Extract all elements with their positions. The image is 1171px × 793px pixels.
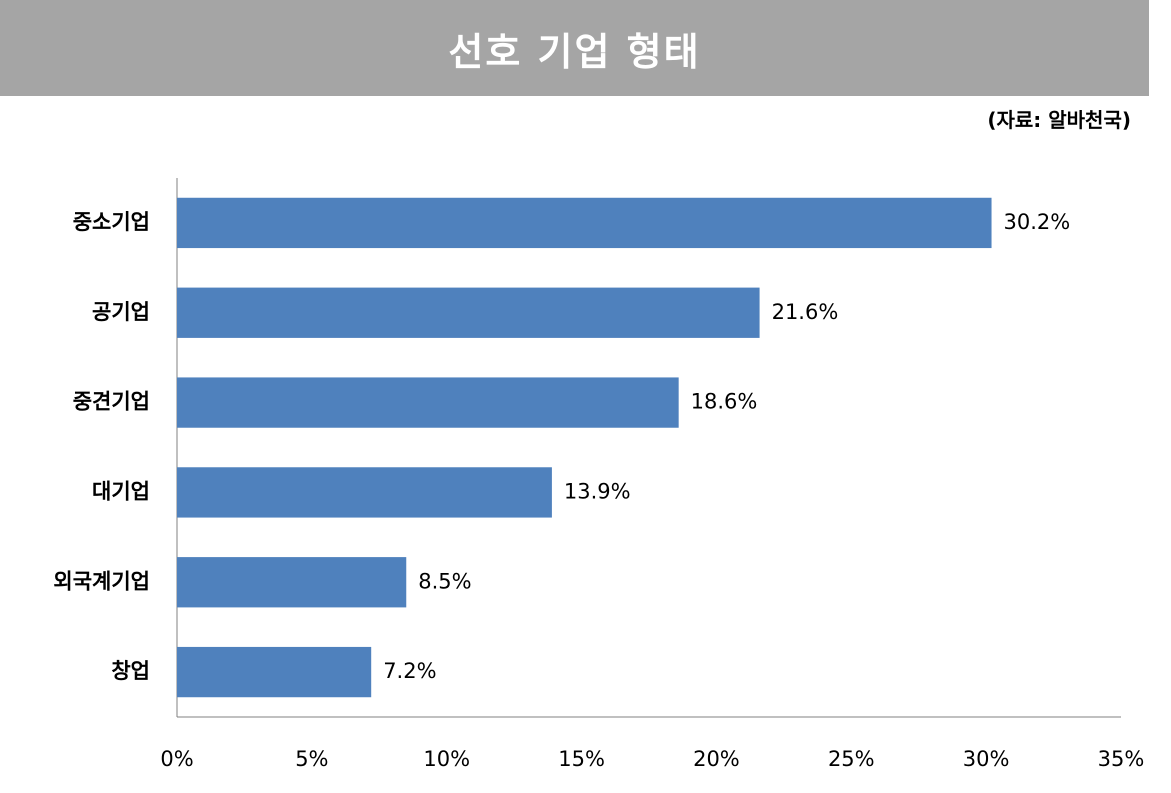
title-bar: 선호 기업 형태 xyxy=(0,0,1149,96)
bar-0 xyxy=(177,197,992,249)
value-label-5: 7.2% xyxy=(383,659,436,683)
category-label-4: 외국계기업 xyxy=(53,569,150,593)
category-label-5: 창업 xyxy=(111,659,150,683)
category-label-1: 공기업 xyxy=(92,300,150,324)
value-label-3: 13.9% xyxy=(564,479,631,503)
x-tick-label-3: 15% xyxy=(558,747,605,771)
bar-5 xyxy=(177,646,372,698)
x-tick-label-4: 20% xyxy=(693,747,740,771)
category-label-3: 대기업 xyxy=(92,479,150,503)
x-tick-label-2: 10% xyxy=(423,747,470,771)
x-tick-label-5: 25% xyxy=(828,747,875,771)
bar-1 xyxy=(177,287,760,338)
value-label-0: 30.2% xyxy=(1004,210,1071,234)
x-tick-label-6: 30% xyxy=(963,747,1010,771)
x-tick-label-7: 35% xyxy=(1098,747,1145,771)
source-note: (자료: 알바천국) xyxy=(987,108,1131,132)
bar-2 xyxy=(177,377,679,428)
value-label-2: 18.6% xyxy=(691,390,758,414)
category-label-0: 중소기업 xyxy=(73,210,150,234)
x-tick-label-1: 5% xyxy=(295,747,328,771)
chart-title: 선호 기업 형태 xyxy=(448,29,701,74)
value-label-1: 21.6% xyxy=(772,300,839,324)
x-tick-label-0: 0% xyxy=(160,747,193,771)
category-label-2: 중견기업 xyxy=(73,390,150,414)
bar-4 xyxy=(177,557,407,608)
value-label-4: 8.5% xyxy=(418,569,471,593)
bar-3 xyxy=(177,467,552,518)
